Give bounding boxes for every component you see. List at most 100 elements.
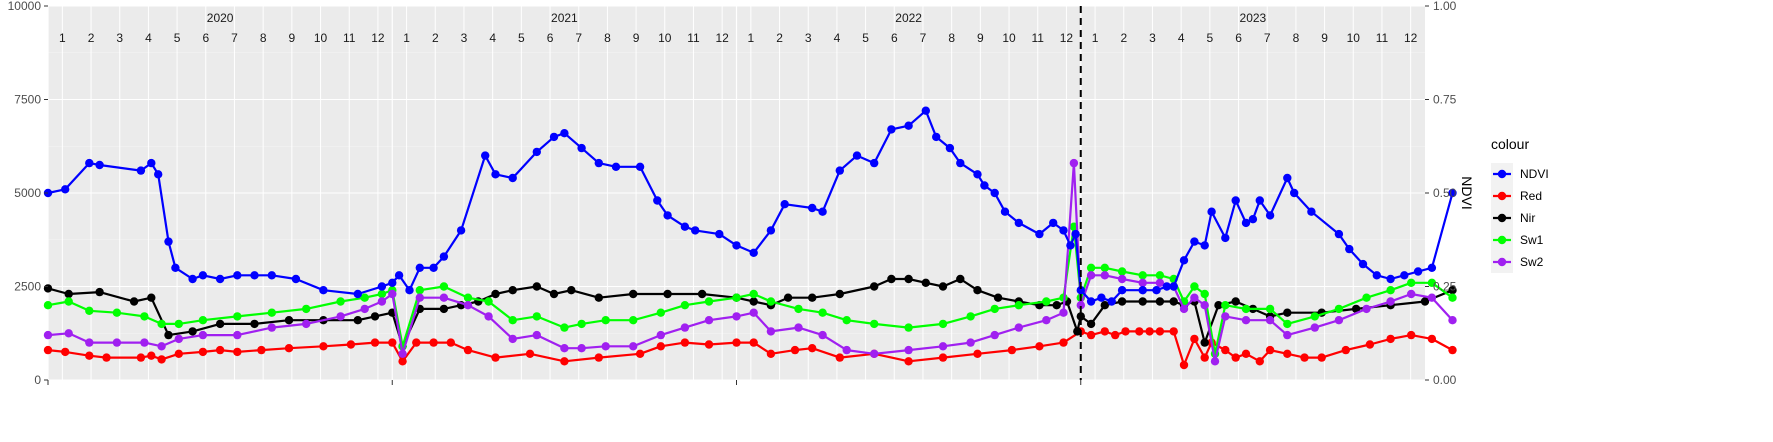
data-point-sw1 — [85, 306, 94, 315]
data-point-red — [704, 340, 714, 349]
y-tick-label: 0 — [34, 373, 41, 387]
month-label: 10 — [1002, 31, 1016, 45]
data-point-ndvi — [1265, 211, 1275, 220]
data-point-sw2 — [990, 330, 999, 340]
data-point-sw1 — [1138, 271, 1147, 280]
data-point-ndvi — [945, 143, 955, 153]
data-point-sw2 — [1448, 316, 1457, 325]
data-point-sw1 — [198, 316, 208, 325]
data-point-nir — [1138, 297, 1147, 306]
data-point-nir — [1155, 297, 1165, 306]
data-point-sw1 — [1448, 293, 1457, 302]
data-point-ndvi — [1358, 259, 1368, 269]
data-point-ndvi — [456, 226, 466, 235]
data-point-sw1 — [794, 304, 803, 314]
data-point-ndvi — [691, 226, 700, 235]
data-point-sw2 — [842, 345, 851, 355]
data-point-nir — [43, 284, 53, 293]
data-point-red — [284, 344, 294, 353]
data-point-nir — [353, 316, 362, 325]
data-point-sw2 — [377, 297, 387, 306]
data-point-red — [233, 347, 242, 357]
data-point-sw2 — [966, 338, 975, 347]
data-point-sw2 — [336, 312, 345, 321]
data-point-sw2 — [484, 312, 493, 321]
data-point-sw2 — [388, 289, 397, 299]
month-label: 11 — [1376, 31, 1389, 45]
data-point-sw2 — [1155, 278, 1165, 287]
data-point-sw2 — [1117, 274, 1127, 284]
data-point-sw2 — [1407, 289, 1416, 299]
month-label: 4 — [489, 31, 496, 45]
legend-key-point — [1497, 213, 1507, 223]
data-point-ndvi — [549, 132, 559, 142]
data-point-sw2 — [1386, 297, 1395, 306]
data-point-ndvi — [1448, 188, 1457, 198]
data-point-red — [1179, 360, 1189, 370]
data-point-red — [766, 349, 776, 358]
legend-item-sw2: Sw2 — [1491, 251, 1544, 273]
data-point-ndvi — [1117, 286, 1127, 295]
data-point-red — [157, 355, 166, 364]
data-point-nir — [147, 293, 156, 302]
data-point-red — [491, 353, 500, 362]
data-point-sw2 — [601, 342, 610, 351]
month-label: 1 — [403, 31, 410, 45]
month-label: 9 — [1321, 31, 1328, 45]
data-point-sw1 — [1427, 278, 1437, 287]
month-label: 7 — [1264, 31, 1271, 45]
data-point-ndvi — [377, 282, 387, 291]
data-point-sw1 — [415, 286, 424, 295]
data-point-ndvi — [1076, 286, 1086, 295]
data-point-sw1 — [439, 282, 449, 291]
data-point-nir — [164, 330, 173, 340]
data-point-ndvi — [904, 121, 913, 130]
month-label: 5 — [1207, 31, 1214, 45]
data-point-red — [938, 353, 948, 362]
data-point-ndvi — [394, 271, 404, 280]
data-point-sw1 — [966, 312, 975, 321]
x-axis — [47, 380, 1082, 385]
month-label: 3 — [116, 31, 123, 45]
data-point-ndvi — [1190, 237, 1199, 246]
data-point-sw1 — [532, 312, 541, 321]
data-point-red — [1086, 330, 1096, 340]
month-label: 8 — [260, 31, 267, 45]
data-point-sw1 — [1155, 271, 1165, 280]
data-point-ndvi — [1066, 241, 1075, 250]
month-label: 10 — [1347, 31, 1361, 45]
data-point-sw1 — [1241, 304, 1251, 314]
y2-tick-label: 0.25 — [1433, 280, 1457, 294]
month-label: 9 — [977, 31, 984, 45]
data-point-red — [1100, 327, 1110, 336]
data-point-ndvi — [198, 271, 208, 280]
data-point-ndvi — [481, 151, 490, 160]
month-label: 12 — [1060, 31, 1074, 45]
data-point-sw1 — [1265, 304, 1275, 314]
data-point-red — [198, 347, 208, 357]
month-label: 8 — [604, 31, 611, 45]
data-point-nir — [1052, 301, 1061, 310]
data-point-red — [1200, 353, 1209, 362]
data-point-ndvi — [594, 158, 603, 168]
data-point-sw2 — [1241, 316, 1251, 325]
data-point-nir — [1073, 327, 1082, 336]
data-point-ndvi — [973, 170, 982, 179]
data-point-ndvi — [1035, 229, 1044, 239]
data-point-sw1 — [990, 304, 999, 314]
data-point-sw1 — [766, 297, 776, 306]
data-point-sw2 — [140, 338, 149, 347]
month-label: 4 — [145, 31, 152, 45]
data-point-nir — [95, 287, 104, 297]
data-point-nir — [1076, 312, 1086, 321]
data-point-sw1 — [749, 289, 758, 299]
data-point-red — [136, 353, 146, 362]
data-point-sw2 — [704, 316, 714, 325]
data-point-sw2 — [1086, 271, 1096, 280]
data-point-ndvi — [250, 271, 259, 280]
month-label: 3 — [805, 31, 812, 45]
month-label: 5 — [518, 31, 525, 45]
data-point-sw2 — [629, 342, 638, 351]
data-point-ndvi — [732, 241, 741, 250]
data-point-ndvi — [749, 248, 758, 257]
